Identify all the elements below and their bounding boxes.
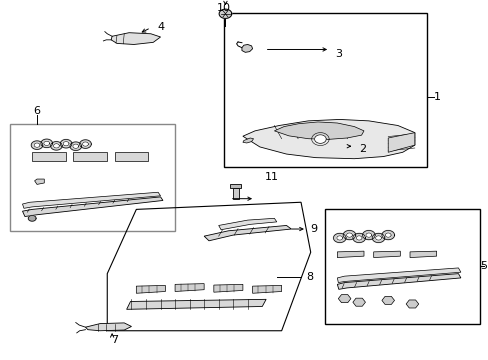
Polygon shape xyxy=(337,268,460,283)
Bar xyxy=(32,152,66,161)
Text: 8: 8 xyxy=(305,272,312,282)
Text: 10: 10 xyxy=(216,3,230,13)
Polygon shape xyxy=(365,233,371,237)
Text: 3: 3 xyxy=(334,49,341,59)
Polygon shape xyxy=(406,300,418,308)
Polygon shape xyxy=(336,236,342,240)
Polygon shape xyxy=(85,323,131,331)
Polygon shape xyxy=(44,141,49,145)
Polygon shape xyxy=(243,138,253,143)
Polygon shape xyxy=(73,144,79,148)
Polygon shape xyxy=(371,233,384,243)
Bar xyxy=(325,210,479,324)
Polygon shape xyxy=(60,139,72,148)
Polygon shape xyxy=(381,230,394,240)
Polygon shape xyxy=(34,143,40,147)
Polygon shape xyxy=(50,141,62,150)
Bar xyxy=(73,152,107,161)
Polygon shape xyxy=(111,33,160,45)
Polygon shape xyxy=(343,230,355,240)
Polygon shape xyxy=(352,298,365,306)
Polygon shape xyxy=(385,233,390,237)
Text: 4: 4 xyxy=(157,22,164,32)
Bar xyxy=(223,13,426,167)
Bar xyxy=(232,188,238,199)
Polygon shape xyxy=(31,141,43,149)
Bar xyxy=(230,184,241,188)
Polygon shape xyxy=(274,122,363,139)
Polygon shape xyxy=(387,132,414,152)
Bar xyxy=(10,124,175,231)
Polygon shape xyxy=(314,135,325,143)
Text: 5: 5 xyxy=(479,261,486,271)
Polygon shape xyxy=(28,215,36,221)
Polygon shape xyxy=(213,284,243,292)
Polygon shape xyxy=(218,218,276,230)
Polygon shape xyxy=(126,299,265,309)
Polygon shape xyxy=(242,45,252,52)
Polygon shape xyxy=(136,285,165,293)
Polygon shape xyxy=(53,144,59,148)
Polygon shape xyxy=(338,294,350,303)
Polygon shape xyxy=(375,236,381,240)
Polygon shape xyxy=(22,192,160,208)
Polygon shape xyxy=(80,140,91,148)
Polygon shape xyxy=(243,120,414,159)
Polygon shape xyxy=(409,251,436,257)
Text: 9: 9 xyxy=(310,224,317,234)
Text: 2: 2 xyxy=(358,144,366,154)
Text: 6: 6 xyxy=(34,106,41,116)
Polygon shape xyxy=(356,236,361,240)
Bar xyxy=(114,152,148,161)
Polygon shape xyxy=(203,225,291,241)
Polygon shape xyxy=(373,251,400,257)
Polygon shape xyxy=(41,139,52,148)
Text: 7: 7 xyxy=(111,335,118,345)
Polygon shape xyxy=(219,9,231,18)
Polygon shape xyxy=(35,179,44,184)
Text: 11: 11 xyxy=(264,172,278,182)
Polygon shape xyxy=(337,274,460,289)
Polygon shape xyxy=(337,251,363,257)
Polygon shape xyxy=(333,233,346,243)
Polygon shape xyxy=(252,285,281,293)
Polygon shape xyxy=(82,142,88,146)
Polygon shape xyxy=(175,284,203,292)
Polygon shape xyxy=(22,197,163,216)
Polygon shape xyxy=(352,233,365,243)
Polygon shape xyxy=(63,141,69,146)
Polygon shape xyxy=(381,296,394,305)
Polygon shape xyxy=(70,142,81,150)
Polygon shape xyxy=(346,233,352,237)
Polygon shape xyxy=(362,230,374,240)
Text: 1: 1 xyxy=(433,92,440,102)
